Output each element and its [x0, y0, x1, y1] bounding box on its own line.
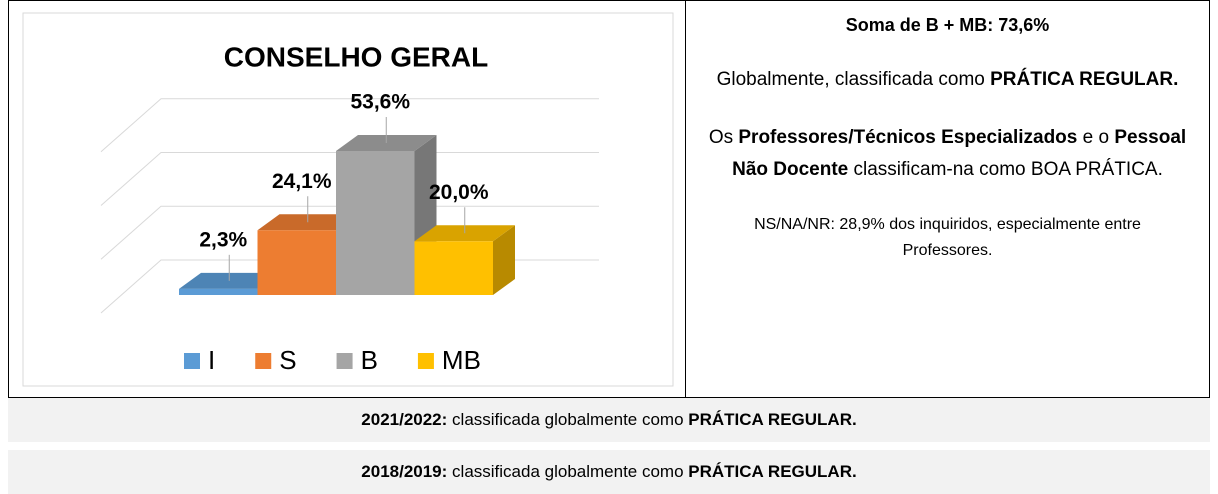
- text: 2021/2022:: [361, 410, 448, 429]
- bar: [336, 151, 415, 295]
- legend-label: MB: [442, 345, 481, 375]
- text: Pessoal Não Docente: [732, 127, 1187, 180]
- text: classificada globalmente como: [447, 410, 689, 429]
- text: e o: [1077, 127, 1115, 148]
- text: PRÁTICA REGULAR.: [990, 69, 1179, 90]
- legend-swatch: [184, 353, 200, 369]
- data-label: 2,3%: [199, 228, 247, 251]
- text: 2018/2019:: [361, 462, 448, 481]
- paragraph: Os Professores/Técnicos Especializados e…: [700, 122, 1195, 186]
- paragraph: Globalmente, classificada como PRÁTICA R…: [700, 64, 1195, 96]
- legend-swatch: [336, 353, 353, 369]
- legend-swatch: [417, 353, 434, 369]
- note: NS/NA/NR: 28,9% dos inquiridos, especial…: [754, 216, 1141, 259]
- history-row: 2021/2022: classificada globalmente como…: [8, 398, 1210, 442]
- legend-label: S: [279, 345, 296, 375]
- text: Professores/Técnicos Especializados: [738, 127, 1078, 148]
- text: classificada globalmente como: [447, 462, 689, 481]
- data-label: 53,6%: [350, 91, 410, 114]
- bar: [179, 288, 258, 295]
- bar-side: [493, 225, 515, 295]
- data-label: 20,0%: [429, 181, 489, 204]
- chart: CONSELHO GERAL 2,3% 24,1% 53,6% 20,0% I S B MB: [22, 12, 674, 387]
- summary-cell: Soma de B + MB: 73,6% Globalmente, class…: [686, 0, 1210, 398]
- summary: Soma de B + MB: 73,6%: [845, 15, 1050, 35]
- grid-line: [100, 205, 599, 260]
- document: CONSELHO GERAL 2,3% 24,1% 53,6% 20,0% I S B MB …: [8, 0, 1210, 494]
- text: Os: [708, 127, 739, 148]
- legend-swatch: [255, 353, 272, 369]
- chart-cell: CONSELHO GERAL 2,3% 24,1% 53,6% 20,0% I S B MB: [8, 0, 686, 398]
- legend-label: I: [208, 345, 215, 375]
- text: PRÁTICA REGULAR.: [688, 462, 857, 481]
- chart-title: CONSELHO GERAL: [224, 41, 488, 72]
- bar: [257, 230, 336, 295]
- history-row: 2018/2019: classificada globalmente como…: [8, 450, 1210, 494]
- grid-line: [100, 98, 599, 153]
- data-label: 24,1%: [272, 170, 332, 193]
- text: Globalmente, classificada como: [716, 69, 991, 90]
- grid-line: [100, 152, 599, 206]
- text: classificam-na como BOA PRÁTICA.: [848, 159, 1163, 180]
- text: PRÁTICA REGULAR.: [688, 410, 857, 429]
- legend-label: B: [361, 345, 378, 375]
- bar: [414, 241, 493, 295]
